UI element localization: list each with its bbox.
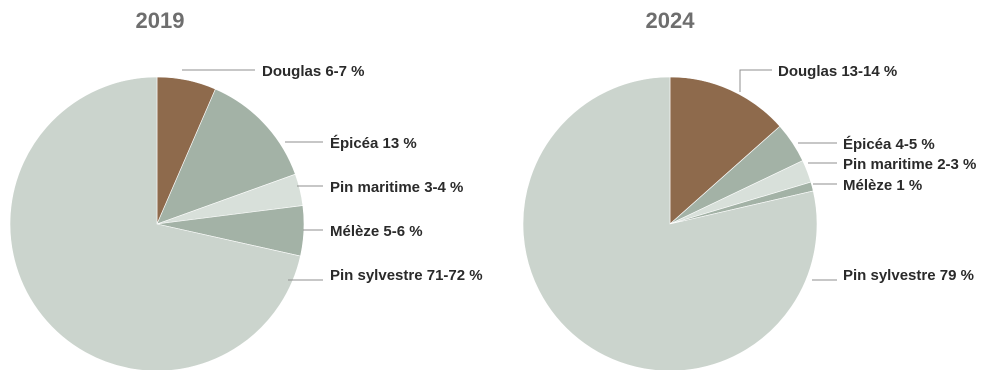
slice-label: Pin maritime 3-4 % — [330, 179, 463, 196]
slice-label: Mélèze 1 % — [843, 177, 922, 194]
slice-label: Pin sylvestre 79 % — [843, 267, 974, 284]
chart-title: 2024 — [646, 8, 696, 33]
pie-chart-2019: 2019 Douglas 6-7 % Épicéa 13 % Pin maritim… — [9, 8, 483, 370]
pie-slice — [9, 76, 301, 370]
slice-label: Épicéa 4-5 % — [843, 136, 935, 153]
slice-label: Pin sylvestre 71-72 % — [330, 267, 483, 284]
pie-slice — [522, 76, 818, 370]
leader-line — [739, 69, 772, 92]
chart-title: 2019 — [136, 8, 185, 33]
slice-label: Douglas 6-7 % — [262, 63, 365, 80]
slice-label: Épicéa 13 % — [330, 135, 417, 152]
slice-label: Douglas 13-14 % — [778, 63, 897, 80]
pie-slice — [669, 76, 781, 225]
slice-label: Mélèze 5-6 % — [330, 223, 423, 240]
pie-chart-2024: 2024 Douglas 13-14 % Épicéa 4-5 % Pin mari… — [522, 8, 976, 370]
pie-slice — [156, 88, 296, 225]
slice-label: Pin maritime 2-3 % — [843, 156, 976, 173]
